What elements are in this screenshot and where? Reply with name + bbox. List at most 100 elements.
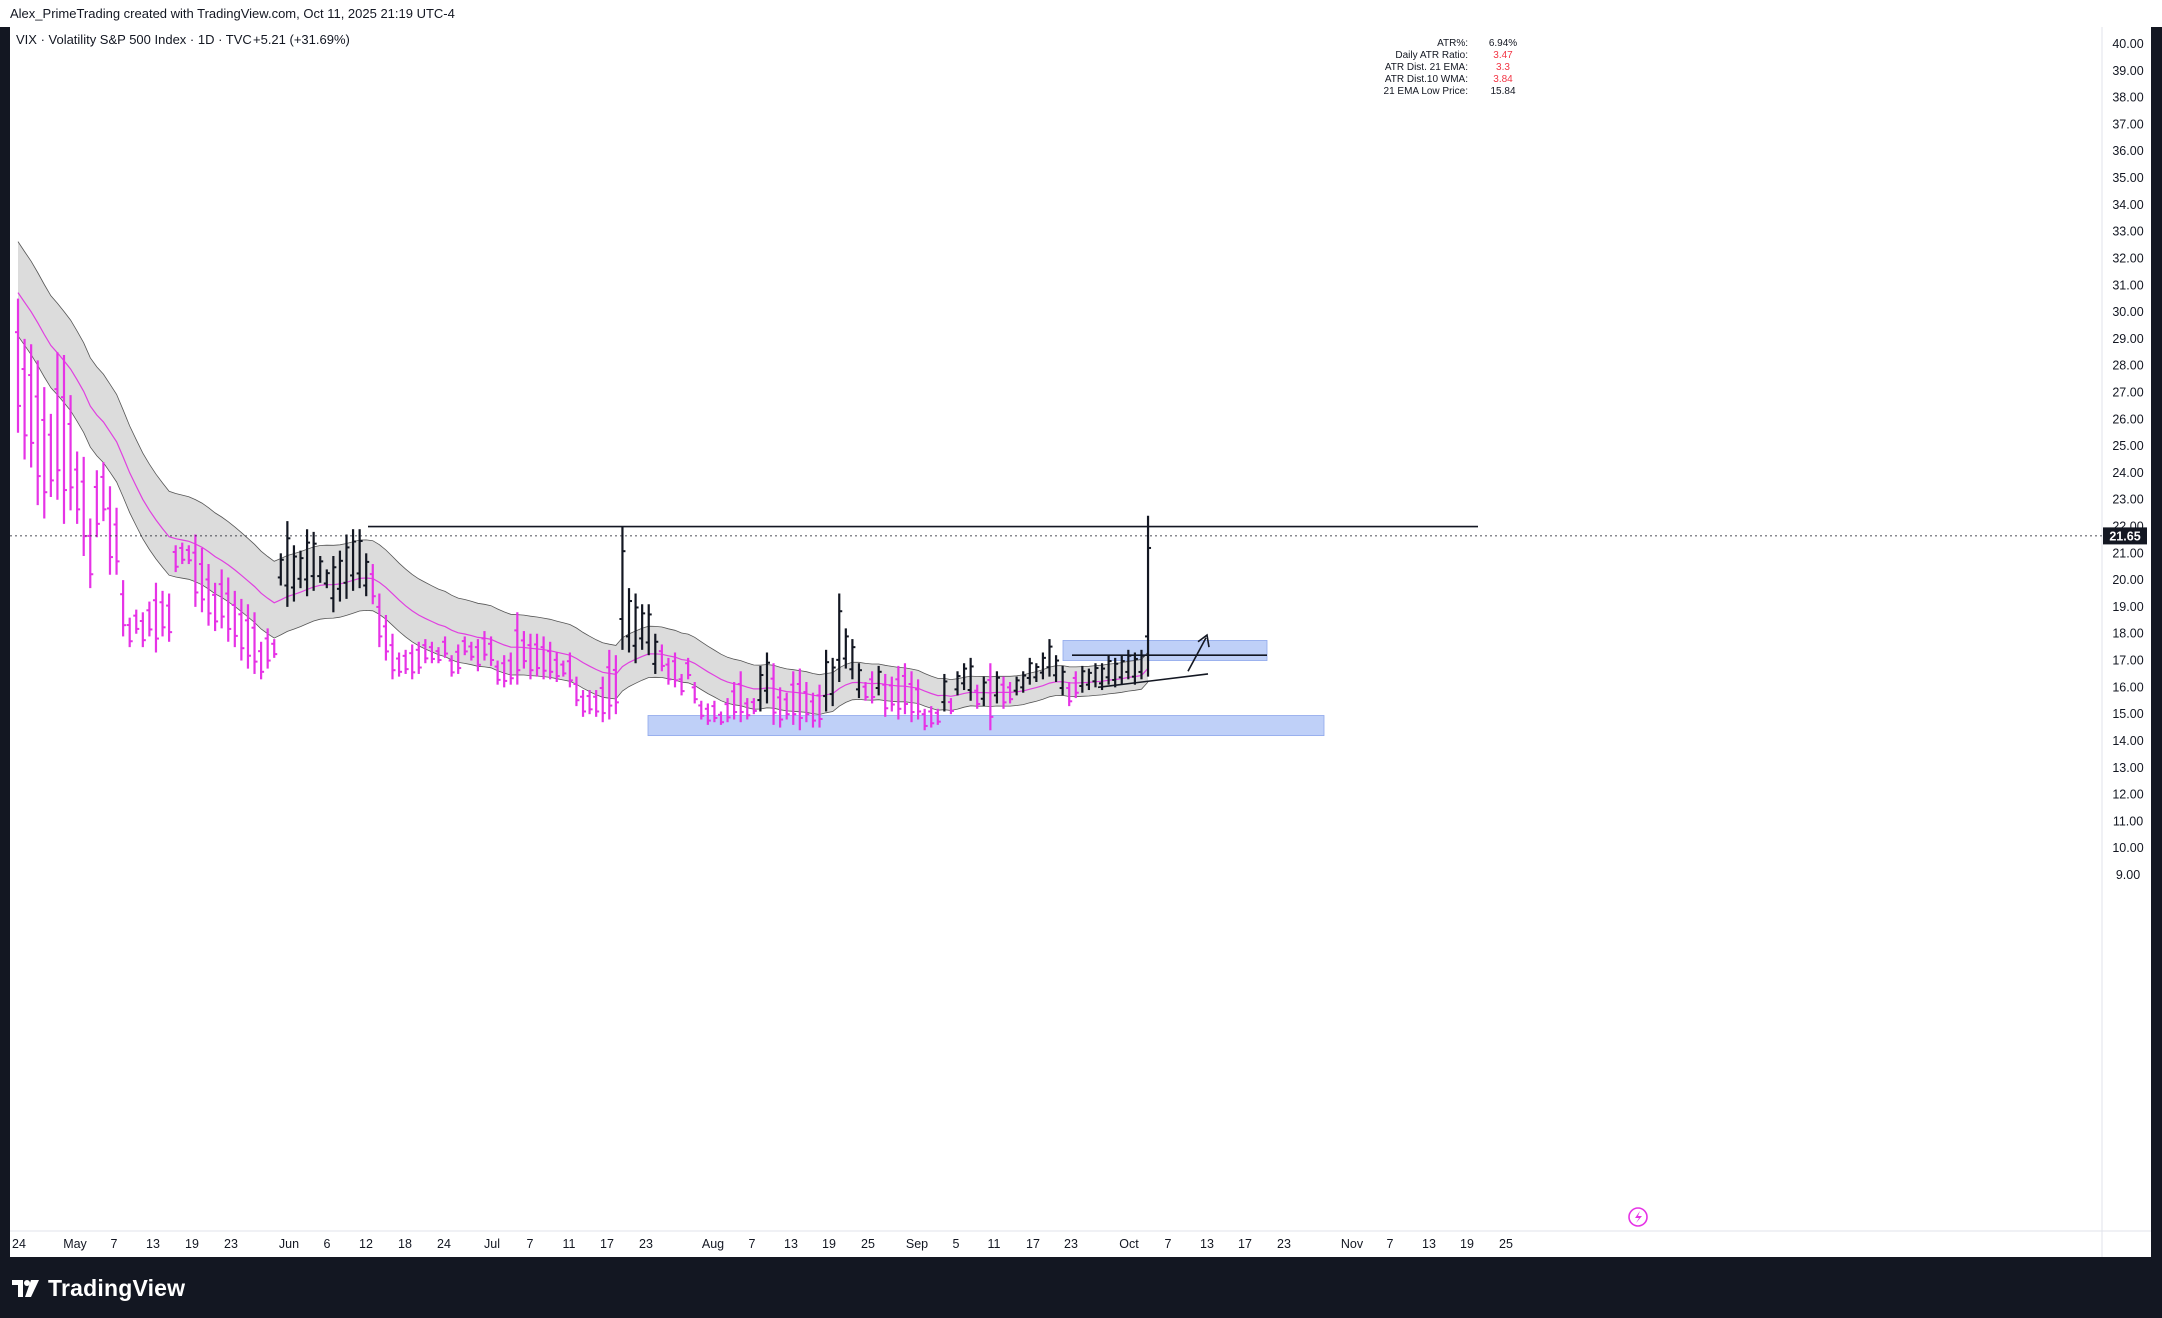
time-tick-label: 7 [111,1237,118,1251]
price-tick-label: 17.00 [2112,654,2143,668]
price-change: +5.21 (+31.69%) [253,32,350,47]
price-axis[interactable]: 9.00 10.00 11.00 12.00 13.00 14.00 15.00 16.00 1… [2112,37,2143,882]
price-tick-label: 34.00 [2112,198,2143,212]
ohlc-bar [711,700,718,723]
ohlc-bar [698,700,705,720]
price-tick-label: 31.00 [2112,278,2143,292]
rising-trendline [1097,673,1209,689]
consolidation-zone [1062,640,1268,661]
ohlc-bar [514,612,521,685]
ohlc-bar [363,553,370,597]
ohlc-bar [415,641,422,674]
price-tick-label: 33.00 [2112,225,2143,239]
ema-band-layer [17,241,1149,715]
price-tick-label: 11.00 [2113,814,2143,828]
ema-band-lower [17,335,1149,715]
ohlc-bar [869,671,876,704]
price-tick-label: 21.00 [2112,546,2143,560]
ohlc-bar [717,711,724,725]
ohlc-bar [744,698,751,720]
ohlc-bar [1026,657,1033,685]
ohlc-bar [1099,663,1106,691]
ohlc-bar [343,534,350,599]
ohlc-bar [382,614,389,661]
price-tick-label: 32.00 [2112,251,2143,265]
ohlc-bar [1118,655,1125,685]
time-tick-label: 17 [1026,1237,1040,1251]
ohlc-bar [251,612,258,674]
ohlc-bar [67,395,74,511]
ohlc-bar [41,387,48,519]
time-tick-label: 13 [784,1237,798,1251]
time-tick-label: 7 [1165,1237,1172,1251]
ohlc-bar [1105,655,1112,685]
ohlc-bar [520,631,527,669]
ohlc-bar [468,641,475,661]
ohlc-bar [882,673,889,717]
ohlc-bar [218,569,225,629]
ohlc-bar [809,692,816,728]
ohlc-bar [1007,681,1014,704]
stat-label: Daily ATR Ratio: [1395,50,1468,61]
stat-label: ATR%: [1437,38,1468,49]
ohlc-bar [763,652,770,704]
time-tick-label: 11 [563,1237,576,1251]
price-tick-label: 28.00 [2112,359,2143,373]
alert-icon[interactable] [1628,1207,1648,1227]
ohlc-bar [310,531,317,591]
price-tick-label: 10.00 [2112,841,2143,855]
time-tick-label: 17 [600,1237,614,1251]
time-tick-label: 19 [185,1237,199,1251]
price-tick-label: 25.00 [2112,439,2143,453]
ohlc-bar [455,644,462,674]
chart-panel[interactable]: 9.00 10.00 11.00 12.00 13.00 14.00 15.00 16.00 1… [10,27,2151,1257]
stat-value: 3.47 [1493,50,1513,61]
ohlc-bar [599,676,606,723]
ohlc-bar [461,636,468,656]
ohlc-bar [87,518,94,589]
ohlc-bar [704,703,711,725]
ohlc-bar [737,671,744,723]
ohlc-bar [93,470,100,538]
time-axis[interactable]: 24 May 7 13 19 23 Jun 6 12 18 24 Jul 7 11 17 23 Aug 7 13 19… [12,1237,1513,1251]
ohlc-bar [691,681,698,704]
ema-line [17,292,1149,697]
ohlc-bar [1039,652,1046,680]
ohlc-bar [317,556,324,583]
ohlc-bar [829,657,836,707]
ohlc-bar [139,612,146,648]
time-tick-label: 19 [1460,1237,1474,1251]
stat-label: 21 EMA Low Price: [1384,86,1468,97]
ohlc-bar [534,633,541,677]
ohlc-bar [198,547,205,613]
time-tick-label: 23 [1064,1237,1078,1251]
ohlc-bar [448,655,455,677]
ohlc-bar [553,652,560,682]
ohlc-bar [757,665,764,712]
ohlc-bar [1066,681,1073,707]
stat-value: 3.84 [1493,74,1513,85]
time-tick-label: Jul [484,1237,500,1251]
ohlc-bar [678,673,685,696]
ohlc-bar [790,671,797,725]
breakout-arrowhead [1197,633,1210,648]
price-chart[interactable]: 9.00 10.00 11.00 12.00 13.00 14.00 15.00 16.00 1… [10,27,2151,1257]
price-tick-label: 29.00 [2112,332,2143,346]
ohlc-bar [409,644,416,680]
attribution-text: Alex_PrimeTrading created with TradingVi… [10,6,455,21]
ohlc-bar [928,706,935,728]
ohlc-bar [619,526,626,650]
ohlc-bar [284,521,291,607]
ohlc-bar [823,649,830,712]
ohlc-bar [842,628,849,669]
ohlc-bar [672,652,678,688]
tradingview-logo[interactable]: TradingView [12,1275,185,1302]
time-tick-label: 23 [224,1237,238,1251]
ohlc-bar [855,663,862,699]
symbol-title[interactable]: VIX · Volatility S&P 500 Index · 1D · TV… [16,32,252,47]
ohlc-bar [304,529,311,597]
ohlc-bar [1072,671,1079,699]
ohlc-bar [901,663,908,715]
price-tick-label: 15.00 [2112,707,2143,721]
ohlc-bar [915,679,922,720]
